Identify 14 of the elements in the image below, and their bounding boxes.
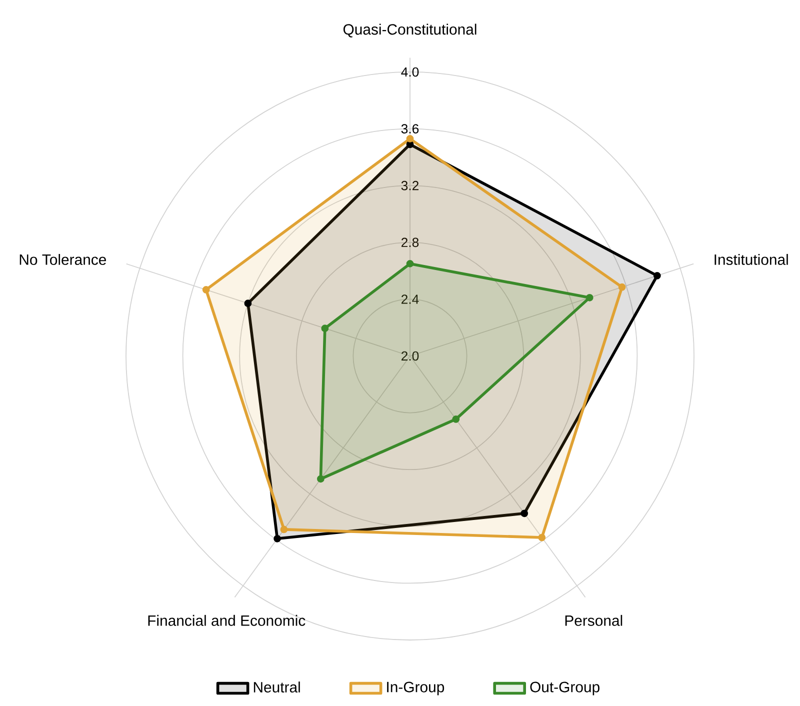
spoke-label: Quasi-Constitutional [343, 24, 476, 38]
legend-label: Neutral [254, 682, 300, 693]
y-tick-label: 2.4 [402, 294, 419, 304]
y-tick-label: 4.0 [401, 67, 419, 77]
y-tick-label: 2.8 [402, 238, 419, 248]
y-tick-label: 3.2 [401, 180, 419, 190]
spoke-label: Personal [565, 614, 622, 626]
y-tick-label: 2.0 [402, 351, 419, 361]
legend-label: Out-Group [530, 682, 600, 696]
spoke-label: Institutional [714, 254, 788, 265]
y-tick-label: 3.6 [401, 124, 419, 134]
spoke-label: No Tolerance [20, 254, 106, 265]
legend-label: In-Group [387, 682, 444, 696]
spoke-label: Financial and Economic [148, 614, 306, 626]
